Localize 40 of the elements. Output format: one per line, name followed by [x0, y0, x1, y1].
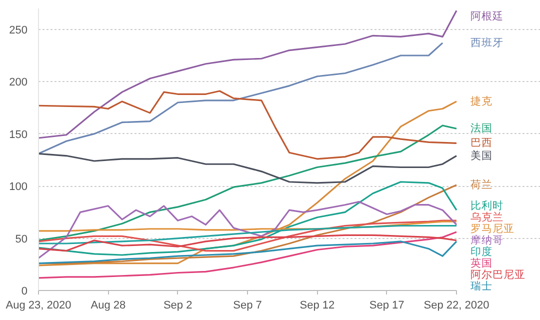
series-label: 比利时: [470, 199, 504, 212]
line-series: [38, 90, 458, 160]
y-tick-label: 150: [9, 128, 28, 141]
series-label: 巴西: [470, 137, 492, 150]
y-tick-label: 100: [9, 181, 28, 194]
series-label: 法国: [470, 122, 492, 135]
line-series: [38, 200, 458, 259]
line-series: [38, 234, 458, 252]
y-tick-label: 250: [9, 24, 28, 36]
line-series: [38, 10, 458, 139]
line-series: [38, 240, 458, 264]
x-tick-label: Sep 12: [300, 300, 335, 312]
series-label: 捷克: [470, 94, 492, 108]
line-series: [38, 224, 458, 244]
series-label: 阿根廷: [470, 10, 504, 22]
text: 印度: [470, 245, 492, 258]
series-label: 乌克兰: [470, 210, 504, 224]
text: 英国: [470, 256, 492, 270]
line-series: [38, 124, 458, 242]
y-tick-label: 50: [15, 233, 28, 246]
series-label: 美国: [470, 148, 492, 162]
line-series: [38, 152, 458, 184]
text: 瑞士: [470, 280, 492, 292]
x-tick-label: Aug 23, 2020: [6, 300, 72, 312]
series-label: 摩纳哥: [470, 234, 504, 246]
series-label: 罗马尼亚: [470, 223, 514, 235]
x-tick-label: Sep 7: [233, 300, 262, 312]
series-label: 荷兰: [470, 178, 492, 192]
line-series: [38, 231, 458, 279]
x-tick-label: Sep 17: [369, 300, 404, 312]
x-tick-label: Sep 2: [163, 300, 192, 312]
line-series: [38, 100, 458, 266]
x-tick-label: Sep 22, 2020: [424, 300, 490, 312]
text: 西班牙: [470, 36, 504, 49]
y-tick-label: 0: [21, 286, 28, 298]
line-series: [38, 220, 458, 252]
x-tick-label: Aug 28: [90, 300, 126, 312]
y-tick-label: 200: [9, 76, 28, 89]
line-series: [38, 42, 444, 154]
text: 阿尔巴尼亚: [470, 269, 526, 281]
